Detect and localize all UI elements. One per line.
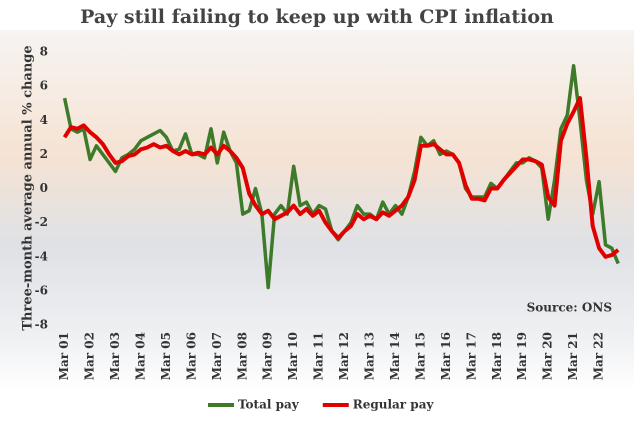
x-tick-label: Mar 03: [108, 332, 122, 380]
x-tick-label: Mar 05: [159, 332, 173, 380]
x-tick-label: Mar 04: [133, 332, 147, 380]
y-tick-label: 6: [40, 79, 48, 93]
legend-label: Regular pay: [353, 398, 435, 412]
y-tick-label: -6: [35, 283, 48, 297]
x-tick-label: Mar 17: [464, 332, 478, 380]
x-tick-label: Mar 07: [210, 332, 224, 380]
x-tick-label: Mar 12: [337, 332, 351, 380]
source: Source: ONS: [527, 301, 612, 315]
x-tick-label: Mar 20: [541, 332, 555, 380]
x-tick-label: Mar 02: [83, 332, 97, 380]
y-tick-label: 2: [40, 147, 48, 161]
line-series: [62, 96, 620, 259]
y-axis-label: Three-month average annual % change: [21, 45, 36, 330]
x-tick-label: Mar 09: [261, 332, 275, 380]
x-tick-label: Mar 06: [184, 332, 198, 380]
x-tick-label: Mar 16: [439, 332, 453, 380]
x-tick-label: Mar 13: [363, 332, 377, 380]
y-tick-label: -4: [35, 249, 48, 263]
x-tick-label: Mar 08: [235, 332, 249, 380]
chart-title: Pay still failing to keep up with CPI in…: [80, 6, 554, 28]
x-tick-label: Mar 11: [312, 332, 326, 380]
x-tick-label: Mar 21: [566, 332, 580, 380]
y-tick-label: -2: [35, 215, 48, 229]
legend-label: Total pay: [238, 398, 300, 412]
x-tick-label: Mar 22: [592, 332, 606, 380]
x-tick-label: Mar 19: [515, 332, 529, 380]
x-tick-label: Mar 10: [286, 332, 300, 380]
y-tick-label: 4: [40, 113, 48, 127]
y-tick-label: -8: [35, 318, 48, 332]
x-tick-label: Mar 14: [388, 332, 402, 380]
x-tick-label: Mar 01: [57, 332, 71, 380]
x-tick-label: Mar 18: [490, 332, 504, 380]
y-tick-label: 0: [40, 181, 48, 195]
y-tick-label: 8: [40, 45, 48, 59]
x-tick-label: Mar 15: [413, 332, 427, 380]
